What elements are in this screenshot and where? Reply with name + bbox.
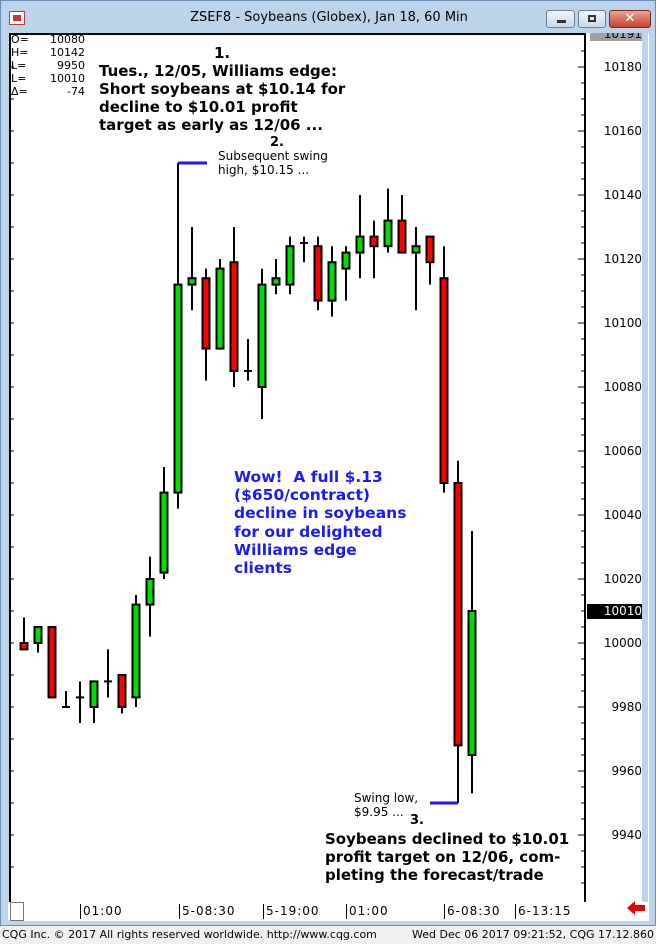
candle-body bbox=[453, 482, 463, 747]
time-tick bbox=[444, 904, 445, 919]
timestamp-text: Wed Dec 06 2017 09:21:52, CQG 17.12.860 bbox=[412, 928, 654, 941]
scroll-left-arrow-icon[interactable] bbox=[626, 900, 646, 916]
annotation-outcome: Soybeans declined to $10.01 profit targe… bbox=[325, 830, 570, 884]
candle-body bbox=[425, 235, 435, 264]
ohlc-change: Δ= -74 bbox=[11, 85, 85, 98]
candle-body bbox=[33, 626, 43, 644]
candle-body bbox=[369, 235, 379, 248]
ohlc-key: H= bbox=[11, 46, 29, 59]
candle-body bbox=[355, 235, 365, 254]
time-axis-corner-box[interactable] bbox=[10, 902, 24, 921]
ohlc-value: 10142 bbox=[50, 46, 85, 59]
price-label: 10080 bbox=[603, 380, 642, 394]
maximize-button[interactable] bbox=[578, 10, 606, 28]
time-label: 6-13:15 bbox=[518, 904, 572, 918]
ohlc-key: L= bbox=[11, 72, 27, 85]
candle-body bbox=[397, 219, 407, 254]
time-label: 01:00 bbox=[349, 904, 389, 918]
candle-body bbox=[145, 578, 155, 606]
ohlc-high: H= 10142 bbox=[11, 46, 85, 59]
time-tick bbox=[179, 904, 180, 919]
price-label: 10180 bbox=[603, 60, 642, 74]
price-label: 10160 bbox=[603, 124, 642, 138]
ohlc-readout: O= 10080 H= 10142 L= 9950 L= 10010 Δ= -74 bbox=[11, 33, 85, 98]
candle-body bbox=[229, 261, 239, 373]
candle-body bbox=[257, 283, 267, 389]
candle-body bbox=[47, 626, 57, 699]
time-axis[interactable] bbox=[8, 902, 648, 920]
candle-body bbox=[313, 245, 323, 302]
annotation-number-1: 1. bbox=[214, 44, 231, 62]
candle-body bbox=[173, 283, 183, 494]
price-label: 10060 bbox=[603, 444, 642, 458]
price-label: 10120 bbox=[603, 252, 642, 266]
price-label: 9940 bbox=[611, 828, 642, 842]
annotation-trade-setup: Tues., 12/05, Williams edge: Short soybe… bbox=[99, 62, 346, 134]
annotation-result: Wow! A full $.13 ($650/contract) decline… bbox=[234, 468, 407, 578]
candle-body bbox=[131, 603, 141, 699]
copyright-text: CQG Inc. © 2017 All rights reserved worl… bbox=[2, 928, 377, 941]
candle-body bbox=[271, 277, 281, 286]
price-label: 9960 bbox=[611, 764, 642, 778]
candle-body bbox=[215, 267, 225, 350]
ohlc-low: L= 9950 bbox=[11, 59, 85, 72]
price-label: 10040 bbox=[603, 508, 642, 522]
annotation-number-2: 2. bbox=[270, 135, 284, 150]
annotation-swing-high: Subsequent swing high, $10.15 ... bbox=[218, 149, 328, 177]
ohlc-value: -74 bbox=[67, 85, 85, 98]
ohlc-open: O= 10080 bbox=[11, 33, 85, 46]
candle-body bbox=[383, 219, 393, 248]
vertical-scrollbar[interactable] bbox=[642, 33, 648, 902]
price-label: 10000 bbox=[603, 636, 642, 650]
time-tick bbox=[515, 904, 516, 919]
title-bar[interactable]: ZSEF8 - Soybeans (Globex), Jan 18, 60 Mi… bbox=[1, 1, 656, 33]
time-label: 6-08:30 bbox=[447, 904, 501, 918]
time-tick bbox=[346, 904, 347, 919]
candle-body bbox=[159, 491, 169, 574]
plot-area[interactable] bbox=[9, 33, 586, 902]
candle-body bbox=[439, 277, 449, 485]
time-label: 5-19:00 bbox=[266, 904, 320, 918]
price-label: 10191 bbox=[590, 33, 642, 41]
price-label: 10140 bbox=[603, 188, 642, 202]
candle-body bbox=[201, 277, 211, 350]
candle-body bbox=[411, 245, 421, 254]
ohlc-value: 10010 bbox=[50, 72, 85, 85]
time-tick bbox=[263, 904, 264, 919]
candle-body bbox=[117, 674, 127, 708]
candle-body bbox=[341, 251, 351, 270]
ohlc-key: Δ= bbox=[11, 85, 28, 98]
ohlc-key: O= bbox=[11, 33, 29, 46]
price-label: 10020 bbox=[603, 572, 642, 586]
minimize-icon bbox=[557, 20, 566, 23]
price-axis[interactable] bbox=[586, 33, 642, 902]
price-label: 10010 bbox=[587, 604, 642, 619]
ohlc-value: 10080 bbox=[50, 33, 85, 46]
ohlc-key: L= bbox=[11, 59, 27, 72]
maximize-icon bbox=[588, 15, 596, 22]
candle-body bbox=[19, 642, 29, 651]
candle-body bbox=[327, 261, 337, 302]
candle-body bbox=[467, 610, 477, 756]
time-label: 5-08:30 bbox=[182, 904, 236, 918]
price-label: 9980 bbox=[611, 700, 642, 714]
candle-body bbox=[187, 277, 197, 286]
cqg-app-icon[interactable] bbox=[9, 11, 25, 25]
ohlc-last: L= 10010 bbox=[11, 72, 85, 85]
candle-body bbox=[89, 680, 99, 709]
window-title: ZSEF8 - Soybeans (Globex), Jan 18, 60 Mi… bbox=[190, 10, 468, 25]
time-label: 01:00 bbox=[83, 904, 123, 918]
ohlc-value: 9950 bbox=[57, 59, 85, 72]
time-tick bbox=[80, 904, 81, 919]
price-label: 10100 bbox=[603, 316, 642, 330]
close-button[interactable]: ✕ bbox=[609, 10, 651, 28]
annotation-number-3: 3. bbox=[410, 813, 424, 828]
minimize-button[interactable] bbox=[546, 10, 575, 28]
status-bar: CQG Inc. © 2017 All rights reserved worl… bbox=[0, 926, 656, 944]
annotation-swing-low: Swing low, $9.95 ... bbox=[354, 791, 419, 819]
candle-body bbox=[285, 245, 295, 286]
